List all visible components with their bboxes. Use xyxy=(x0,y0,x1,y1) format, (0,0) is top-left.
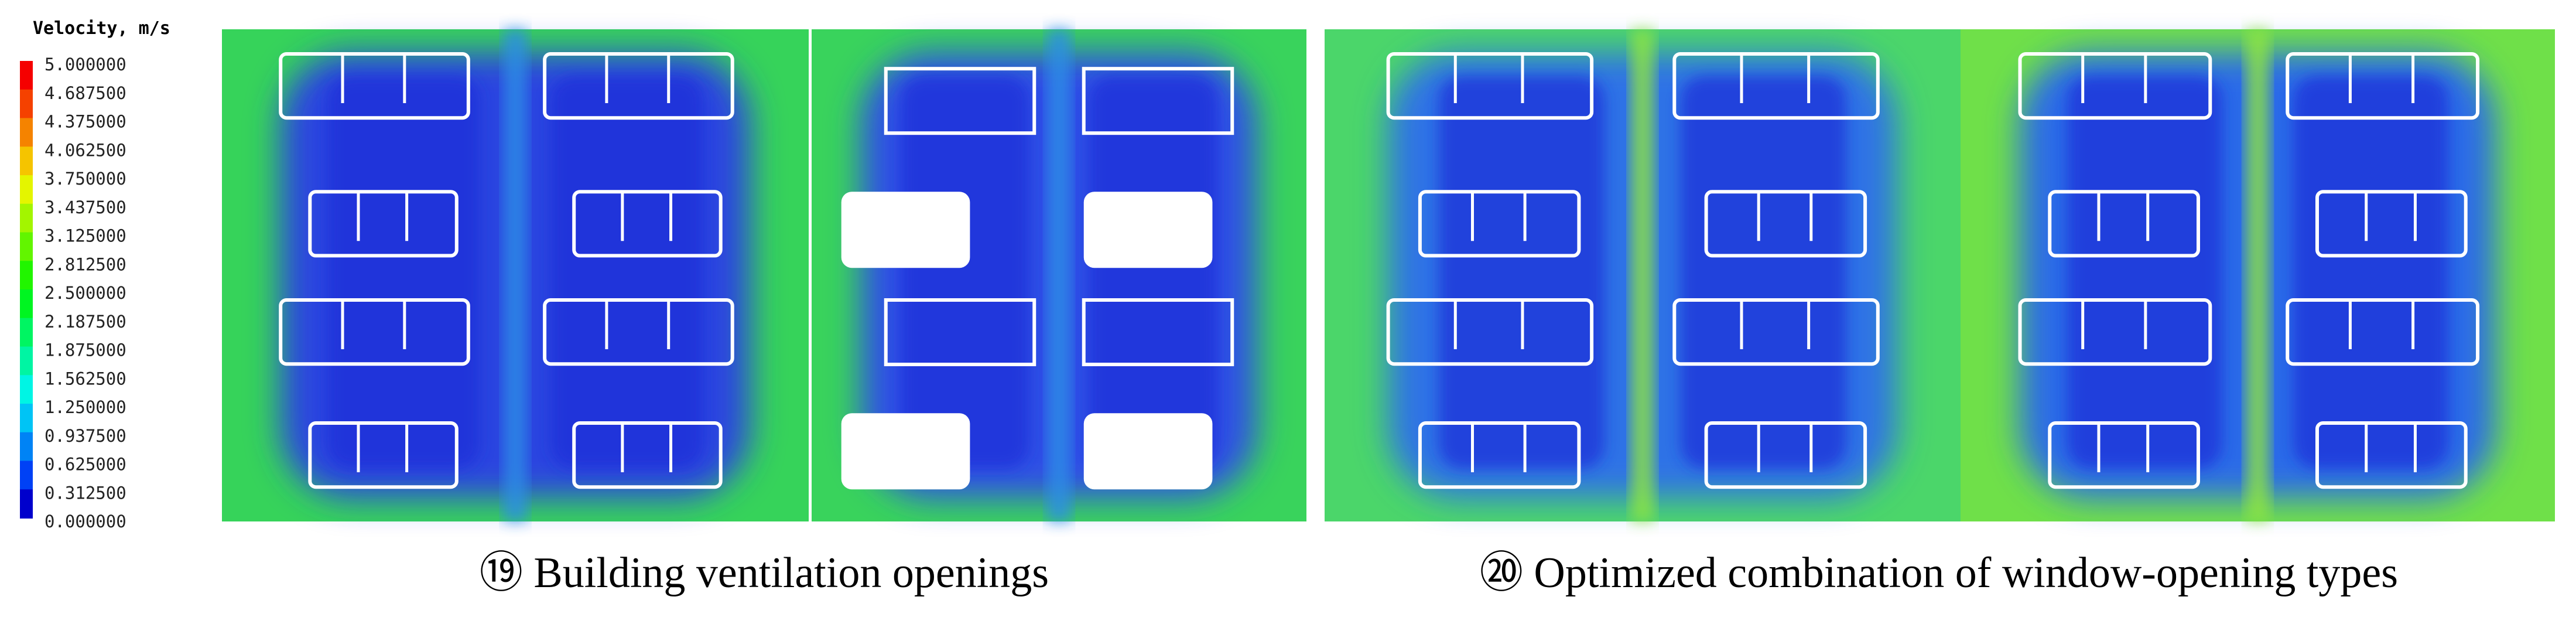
colorbar-label: 4.687500 xyxy=(45,83,126,103)
building-outline xyxy=(884,298,1036,366)
building-outline xyxy=(2048,421,2200,489)
colorbar-segment xyxy=(20,61,33,90)
colorbar-segment xyxy=(20,232,33,262)
building-outline xyxy=(308,421,459,489)
building xyxy=(841,413,970,490)
building xyxy=(841,192,970,268)
colorbar-segment xyxy=(20,346,33,376)
colorbar-label: 2.187500 xyxy=(45,312,126,332)
flow-region xyxy=(1439,76,1605,469)
colorbar-segment xyxy=(20,404,33,433)
caption: ⑲ Building ventilation openings xyxy=(480,549,1049,597)
building-outline xyxy=(1386,298,1594,366)
colorbar-segment xyxy=(20,203,33,233)
flow-region xyxy=(901,76,1029,469)
colorbar-label: 4.062500 xyxy=(45,140,126,160)
building-outline xyxy=(1704,421,1867,489)
street-flow xyxy=(1631,29,1654,521)
colorbar-label: 4.375000 xyxy=(45,112,126,132)
colorbar xyxy=(20,61,33,519)
colorbar-segment xyxy=(20,489,33,519)
colorbar-segment xyxy=(20,261,33,290)
building-outline xyxy=(1672,298,1880,366)
street-flow xyxy=(504,29,527,521)
colorbar-label: 1.250000 xyxy=(45,397,126,417)
colorbar-segment xyxy=(20,89,33,119)
building-outline xyxy=(2286,52,2480,120)
colorbar-segment xyxy=(20,318,33,347)
colorbar-segment xyxy=(20,432,33,462)
colorbar-segment xyxy=(20,461,33,490)
street-flow xyxy=(1047,29,1071,521)
colorbar-label: 0.625000 xyxy=(45,455,126,475)
building-outline xyxy=(2018,52,2212,120)
building-outline xyxy=(2315,421,2468,489)
building-outline xyxy=(2048,190,2200,258)
colorbar-label: 1.875000 xyxy=(45,340,126,360)
colorbar-label: 2.500000 xyxy=(45,283,126,303)
flow-region xyxy=(1681,76,1846,469)
building-outline xyxy=(1386,52,1594,120)
building-outline xyxy=(1672,52,1880,120)
colorbar-label: 0.937500 xyxy=(45,426,126,446)
building-outline xyxy=(572,190,723,258)
colorbar-label: 0.000000 xyxy=(45,512,126,531)
building-outline xyxy=(1082,298,1234,366)
building-outline xyxy=(2315,190,2468,258)
building-outline xyxy=(1704,190,1867,258)
building-outline xyxy=(884,67,1036,135)
legend-title: Velocity, m/s xyxy=(33,18,170,39)
colorbar-label: 5.000000 xyxy=(45,54,126,74)
flow-region xyxy=(327,76,480,469)
colorbar-label: 3.125000 xyxy=(45,226,126,246)
cfd-panel xyxy=(1961,29,2555,521)
building-outline xyxy=(279,52,470,120)
colorbar-labels: 5.000000 4.687500 4.375000 4.062500 3.750000… xyxy=(45,54,126,531)
caption: ⑳ Optimized combination of window-openin… xyxy=(1480,549,2398,597)
colorbar-label: 3.437500 xyxy=(45,197,126,217)
colorbar-label: 0.312500 xyxy=(45,483,126,503)
flow-region xyxy=(550,76,703,469)
flow-region xyxy=(2293,76,2448,469)
cfd-panel xyxy=(812,29,1306,521)
cfd-panel xyxy=(222,29,809,521)
street-flow xyxy=(2246,29,2270,521)
building xyxy=(1083,192,1213,268)
panels xyxy=(222,29,2555,521)
colorbar-segment xyxy=(20,175,33,204)
colorbar-label: 3.750000 xyxy=(45,169,126,189)
colorbar-segment xyxy=(20,375,33,404)
colorbar-label: 2.812500 xyxy=(45,254,126,274)
flow-region xyxy=(2067,76,2222,469)
building-outline xyxy=(308,190,459,258)
building-outline xyxy=(2286,298,2480,366)
building-outline xyxy=(1418,190,1581,258)
building-outline xyxy=(572,421,723,489)
building xyxy=(1083,413,1213,490)
building-outline xyxy=(1082,67,1234,135)
building-outline xyxy=(1418,421,1581,489)
building-outline xyxy=(543,298,734,366)
colorbar-label: 1.562500 xyxy=(45,369,126,388)
cfd-panel xyxy=(1325,29,1961,521)
flow-region xyxy=(1089,76,1217,469)
colorbar-segment xyxy=(20,146,33,176)
building-outline xyxy=(279,298,470,366)
building-outline xyxy=(543,52,734,120)
colorbar-segment xyxy=(20,118,33,148)
colorbar-segment xyxy=(20,289,33,319)
building-outline xyxy=(2018,298,2212,366)
